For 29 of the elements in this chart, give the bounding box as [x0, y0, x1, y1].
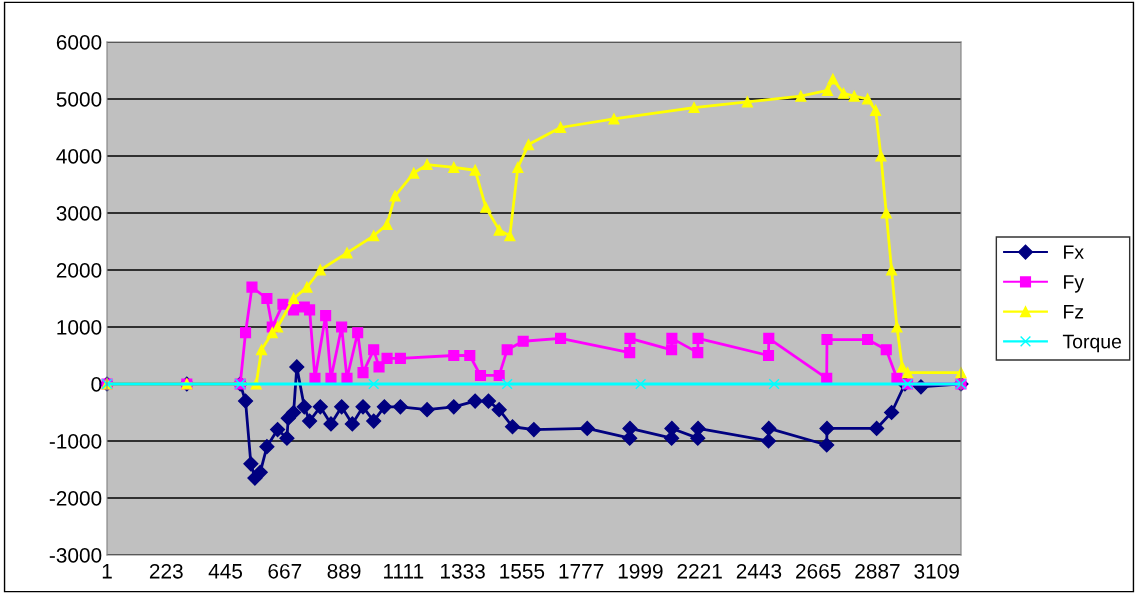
x-tick-label: 667 [268, 563, 302, 579]
legend-label: Fx [1064, 245, 1084, 259]
y-tick-label: 0 [91, 377, 102, 392]
legend-label: Fy [1064, 275, 1085, 293]
x-tick-label: 223 [149, 563, 183, 579]
y-tick-label: 6000 [56, 35, 102, 50]
y-tick-label: 1000 [57, 320, 102, 335]
x-tick-label: 1777 [559, 564, 604, 579]
x-tick-label: 1111 [384, 564, 424, 579]
y-tick-label: 4000 [56, 149, 102, 164]
x-tick-label: 3109 [914, 563, 959, 579]
y-tick-label: -3000 [49, 548, 102, 563]
x-tick-label: 445 [208, 564, 243, 579]
x-tick-label: 1333 [441, 563, 485, 579]
x-tick-label: 2221 [677, 563, 722, 579]
x-tick-label: 2887 [855, 563, 900, 579]
y-tick-label: -2000 [49, 491, 102, 506]
y-tick-label: 2000 [56, 263, 102, 278]
y-tick-label: -1000 [49, 434, 102, 449]
x-tick-label: 1555 [500, 564, 545, 579]
legend-label: Fz [1064, 305, 1084, 319]
x-tick-label: 2443 [736, 563, 782, 579]
x-tick-label: 2665 [796, 563, 841, 579]
y-tick-label: 3000 [56, 206, 102, 221]
legend-label: Torque [1062, 334, 1122, 353]
x-tick-label: 1999 [618, 563, 663, 579]
y-tick-label: 5000 [56, 92, 102, 107]
x-tick-label: 889 [327, 563, 361, 579]
x-tick-label: 1 [102, 564, 112, 579]
